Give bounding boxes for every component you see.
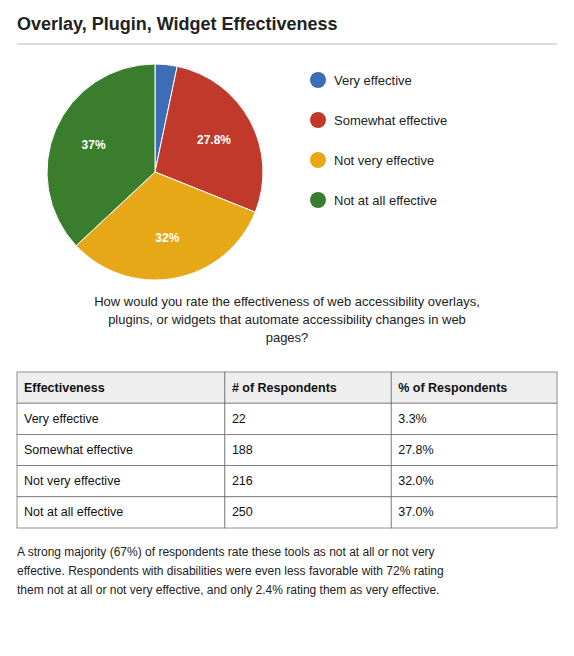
- table-cell: [17, 403, 225, 434]
- table-text: 37.0%: [398, 505, 433, 519]
- table-cell: [391, 403, 557, 434]
- table-header-text: # of Respondents: [232, 381, 337, 395]
- table-header-cell: [17, 372, 225, 403]
- question-line: plugins, or widgets that automate access…: [108, 312, 466, 327]
- table-text: 32.0%: [398, 474, 433, 488]
- table-text: Not at all effective: [24, 505, 123, 519]
- table-text: 3.3%: [398, 412, 427, 426]
- table-text: 188: [232, 443, 253, 457]
- legend-swatch: [310, 72, 326, 88]
- table-cell: [391, 434, 557, 465]
- table-header-cell: [391, 372, 557, 403]
- table-text: 216: [232, 474, 253, 488]
- question-line: pages?: [266, 330, 309, 345]
- footer-line: effective. Respondents with disabilities…: [17, 564, 444, 578]
- data-label: 37%: [82, 138, 106, 152]
- table: Effectiveness # of Respondents % of Respon…: [17, 372, 557, 528]
- footer: A strong majority (67%) of respondents r…: [17, 545, 444, 597]
- table-cell: [17, 497, 225, 528]
- pie-slice: [47, 64, 155, 246]
- table-text: 22: [232, 412, 246, 426]
- chart: Overlay, Plugin, Widget Effectiveness 27.…: [0, 0, 574, 656]
- legend-label: Very effective: [334, 73, 412, 88]
- table-text: 250: [232, 505, 253, 519]
- legend: Very effective Somewhat effective Not very…: [310, 72, 447, 208]
- legend-label: Not very effective: [334, 153, 434, 168]
- table-text: Not very effective: [24, 474, 120, 488]
- question: How would you rate the effectiveness of …: [94, 294, 480, 345]
- legend-item: Very effective: [310, 72, 412, 88]
- legend-item: Somewhat effective: [310, 112, 447, 128]
- table-cell: [225, 403, 391, 434]
- footer-line: A strong majority (67%) of respondents r…: [17, 545, 435, 559]
- data-labels: 27.8% 32% 37%: [82, 133, 232, 244]
- data-label: 32%: [155, 231, 179, 245]
- table-header-text: % of Respondents: [398, 381, 507, 395]
- legend-swatch: [310, 152, 326, 168]
- table-cell: [225, 497, 391, 528]
- pie: [47, 64, 263, 280]
- legend-item: Not very effective: [310, 152, 434, 168]
- footer-line: them not at all or not very effective, a…: [17, 583, 439, 597]
- legend-swatch: [310, 112, 326, 128]
- table-text: Very effective: [24, 412, 99, 426]
- table-cell: [17, 466, 225, 497]
- table-cell: [391, 497, 557, 528]
- legend-swatch: [310, 192, 326, 208]
- data-label: 27.8%: [197, 133, 231, 147]
- table-cell: [17, 434, 225, 465]
- legend-item: Not at all effective: [310, 192, 437, 208]
- title-rule: [17, 44, 557, 45]
- legend-label: Not at all effective: [334, 193, 437, 208]
- legend-label: Somewhat effective: [334, 113, 447, 128]
- question-line: How would you rate the effectiveness of …: [94, 294, 480, 309]
- table-header-cell: [225, 372, 391, 403]
- title: Overlay, Plugin, Widget Effectiveness: [17, 14, 338, 34]
- table-cell: [225, 466, 391, 497]
- table-text: Somewhat effective: [24, 443, 133, 457]
- table-cell: [391, 466, 557, 497]
- table-header-text: Effectiveness: [24, 381, 105, 395]
- table-text: 27.8%: [398, 443, 433, 457]
- table-cell: [225, 434, 391, 465]
